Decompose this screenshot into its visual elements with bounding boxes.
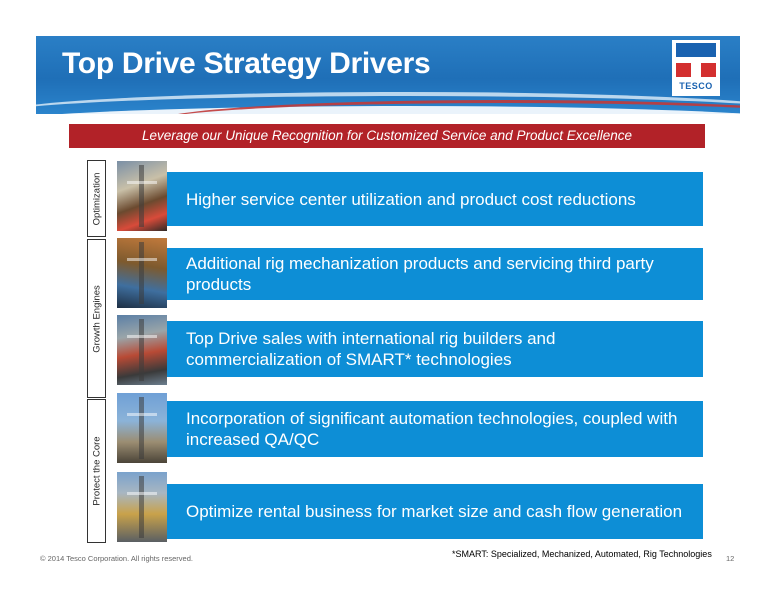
category-label: Optimization bbox=[91, 172, 102, 225]
banner-swoosh-light bbox=[36, 92, 740, 114]
banner-swoosh-red bbox=[156, 100, 740, 114]
category-optimization: Optimization bbox=[87, 160, 106, 237]
rig-photo bbox=[117, 161, 167, 231]
logo-wordmark: TESCO bbox=[679, 81, 713, 91]
driver-box: Higher service center utilization and pr… bbox=[167, 172, 703, 226]
header-banner bbox=[36, 36, 740, 114]
category-label: Protect the Core bbox=[91, 436, 102, 506]
subtitle-bar: Leverage our Unique Recognition for Cust… bbox=[69, 124, 705, 148]
driver-text: Additional rig mechanization products an… bbox=[186, 254, 654, 294]
tesco-logo: TESCO bbox=[672, 40, 720, 96]
driver-text: Optimize rental business for market size… bbox=[186, 502, 683, 521]
slide-title: Top Drive Strategy Drivers bbox=[62, 47, 431, 80]
category-label: Growth Engines bbox=[91, 284, 102, 353]
rig-photo bbox=[117, 238, 167, 308]
copyright: © 2014 Tesco Corporation. All rights res… bbox=[40, 554, 193, 563]
rig-photo bbox=[117, 315, 167, 385]
driver-box: Incorporation of significant automation … bbox=[167, 401, 703, 457]
smart-footnote: *SMART: Specialized, Mechanized, Automat… bbox=[452, 549, 712, 559]
logo-blue-bar bbox=[676, 43, 716, 57]
category-growth-engines: Growth Engines bbox=[87, 239, 106, 398]
driver-text: Higher service center utilization and pr… bbox=[186, 189, 636, 209]
page-number: 12 bbox=[726, 554, 735, 563]
driver-box: Top Drive sales with international rig b… bbox=[167, 321, 703, 377]
driver-text: Incorporation of significant automation … bbox=[186, 409, 678, 449]
logo-stem bbox=[691, 57, 701, 81]
category-protect-the-core: Protect the Core bbox=[87, 399, 106, 543]
driver-box: Optimize rental business for market size… bbox=[167, 484, 703, 539]
driver-text: Top Drive sales with international rig b… bbox=[186, 329, 556, 369]
driver-box: Additional rig mechanization products an… bbox=[167, 248, 703, 300]
rig-photo bbox=[117, 472, 167, 542]
rig-photo bbox=[117, 393, 167, 463]
